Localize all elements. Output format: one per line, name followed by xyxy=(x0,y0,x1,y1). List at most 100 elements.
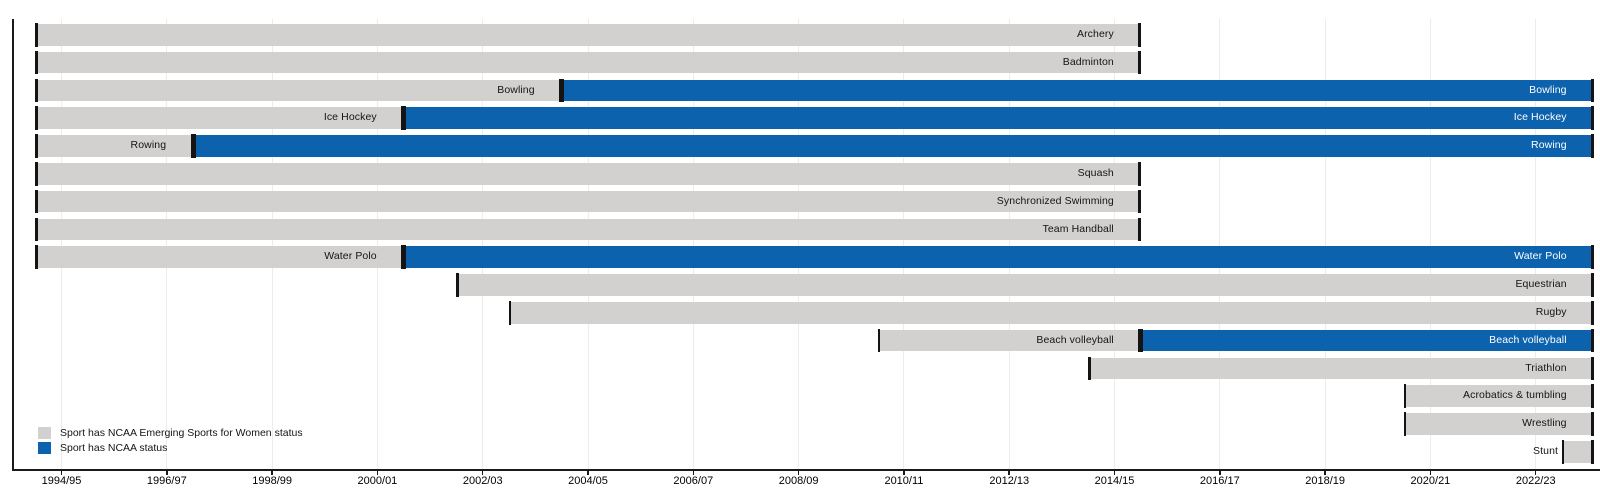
segment-edge-tick xyxy=(1138,328,1141,353)
gantt-row: Archery xyxy=(0,23,1600,47)
grid-line xyxy=(271,19,273,470)
gantt-row: Water Polo Water Polo xyxy=(0,245,1600,269)
segment-edge-tick xyxy=(403,106,407,130)
bar-label: Rowing xyxy=(1531,139,1567,152)
axis-tick-label: 2014/15 xyxy=(1094,475,1135,487)
x-axis-line xyxy=(12,469,1600,471)
bar-label: Synchronized Swimming xyxy=(996,194,1114,207)
grid-line xyxy=(1535,19,1537,470)
emerging-status-bar xyxy=(35,23,1141,47)
axis-tick xyxy=(481,470,484,475)
axis-tick xyxy=(60,470,63,475)
axis-tick xyxy=(1429,470,1432,475)
axis-tick xyxy=(587,470,589,475)
axis-tick-label: 2018/19 xyxy=(1305,475,1346,487)
bar-label: Acrobatics & tumbling xyxy=(1462,389,1567,402)
grid-line xyxy=(61,19,63,470)
segment-edge-tick xyxy=(1138,50,1141,75)
gantt-row: Ice Hockey Ice Hockey xyxy=(0,106,1600,130)
segment-edge-tick xyxy=(1591,134,1594,158)
emerging-status-bar xyxy=(1404,412,1594,436)
grid-line xyxy=(798,19,800,470)
segment-edge-tick xyxy=(1591,106,1594,130)
grid-line xyxy=(1219,19,1221,470)
bar-label: Bowling xyxy=(497,83,535,96)
legend: Sport has NCAA Emerging Sports for Women… xyxy=(38,427,303,457)
segment-edge-tick xyxy=(1591,328,1594,353)
bar-label: Stunt xyxy=(1533,445,1559,457)
axis-tick-label: 2008/09 xyxy=(778,475,819,487)
axis-tick-label: 2000/01 xyxy=(357,475,398,487)
emerging-status-bar xyxy=(35,217,1141,242)
segment-edge-tick xyxy=(193,134,196,158)
gantt-row: Bowling Bowling xyxy=(0,78,1600,103)
grid-line xyxy=(1429,19,1431,470)
bar-label: Equestrian xyxy=(1515,278,1567,291)
grid-line xyxy=(482,19,484,470)
emerging-status-bar xyxy=(456,273,1594,297)
segment-edge-tick xyxy=(35,217,38,242)
gantt-row: Squash xyxy=(0,162,1600,186)
emerging-status-bar xyxy=(35,50,1141,75)
grid-line xyxy=(376,19,378,470)
legend-item-emerging: Sport has NCAA Emerging Sports for Women… xyxy=(38,427,303,439)
axis-tick-label: 2016/17 xyxy=(1199,475,1240,487)
axis-tick xyxy=(692,470,695,475)
ncaa-status-bar xyxy=(561,78,1594,103)
segment-edge-tick xyxy=(35,162,38,186)
gantt-row: Wrestling xyxy=(0,412,1600,436)
segment-edge-tick xyxy=(509,301,512,325)
grid-line xyxy=(1324,19,1326,470)
ncaa-status-bar xyxy=(1140,328,1594,353)
bar-label: Squash xyxy=(1077,167,1114,179)
segment-edge-tick xyxy=(190,134,194,158)
ncaa-status-bar xyxy=(193,134,1594,158)
ncaa-status-bar xyxy=(403,245,1594,269)
segment-edge-tick xyxy=(1591,78,1594,103)
segment-edge-tick xyxy=(1140,328,1144,353)
axis-tick xyxy=(1534,470,1537,475)
gantt-row: Rowing Rowing xyxy=(0,134,1600,158)
bar-label: Rowing xyxy=(130,139,167,152)
bar-label: Bowling xyxy=(1529,83,1567,96)
segment-edge-tick xyxy=(35,50,38,75)
axis-tick-label: 1996/97 xyxy=(146,475,187,487)
axis-tick-label: 1994/95 xyxy=(41,475,82,487)
segment-edge-tick xyxy=(1591,384,1594,408)
axis-tick xyxy=(797,470,800,475)
legend-item-ncaa: Sport has NCAA status xyxy=(38,442,303,454)
emerging-status-bar xyxy=(1404,384,1594,408)
emerging-status-bar xyxy=(509,301,1594,325)
axis-tick-label: 1998/99 xyxy=(252,475,293,487)
segment-edge-tick xyxy=(35,78,38,103)
bar-label: Badminton xyxy=(1062,55,1114,68)
legend-label-emerging: Sport has NCAA Emerging Sports for Women… xyxy=(60,427,303,439)
segment-edge-tick xyxy=(877,328,880,353)
axis-tick xyxy=(1008,470,1010,475)
legend-swatch-emerging xyxy=(38,427,51,439)
gantt-row: Acrobatics & tumbling xyxy=(0,384,1600,408)
segment-edge-tick xyxy=(35,134,38,158)
bar-label: Triathlon xyxy=(1525,361,1567,374)
axis-tick xyxy=(271,470,273,475)
bar-label: Rugby xyxy=(1535,306,1567,318)
emerging-status-bar xyxy=(35,162,1141,186)
bar-label: Water Polo xyxy=(324,250,377,263)
emerging-status-bar xyxy=(35,106,404,130)
segment-edge-tick xyxy=(403,245,407,269)
segment-edge-tick xyxy=(1138,23,1141,47)
axis-tick-label: 2022/23 xyxy=(1515,475,1556,487)
emerging-status-bar xyxy=(35,78,562,103)
axis-tick xyxy=(903,470,905,475)
segment-edge-tick xyxy=(1138,189,1141,214)
axis-tick xyxy=(1113,470,1116,475)
axis-tick xyxy=(1324,470,1326,475)
segment-edge-tick xyxy=(35,23,38,47)
gantt-row: Team Handball xyxy=(0,217,1600,242)
ncaa-status-bar xyxy=(403,106,1594,130)
segment-edge-tick xyxy=(1591,301,1594,325)
axis-tick-label: 2012/13 xyxy=(989,475,1030,487)
emerging-status-bar xyxy=(1562,440,1594,464)
grid-line xyxy=(903,19,905,470)
gantt-row: Beach volleyball Beach volleyball xyxy=(0,328,1600,353)
